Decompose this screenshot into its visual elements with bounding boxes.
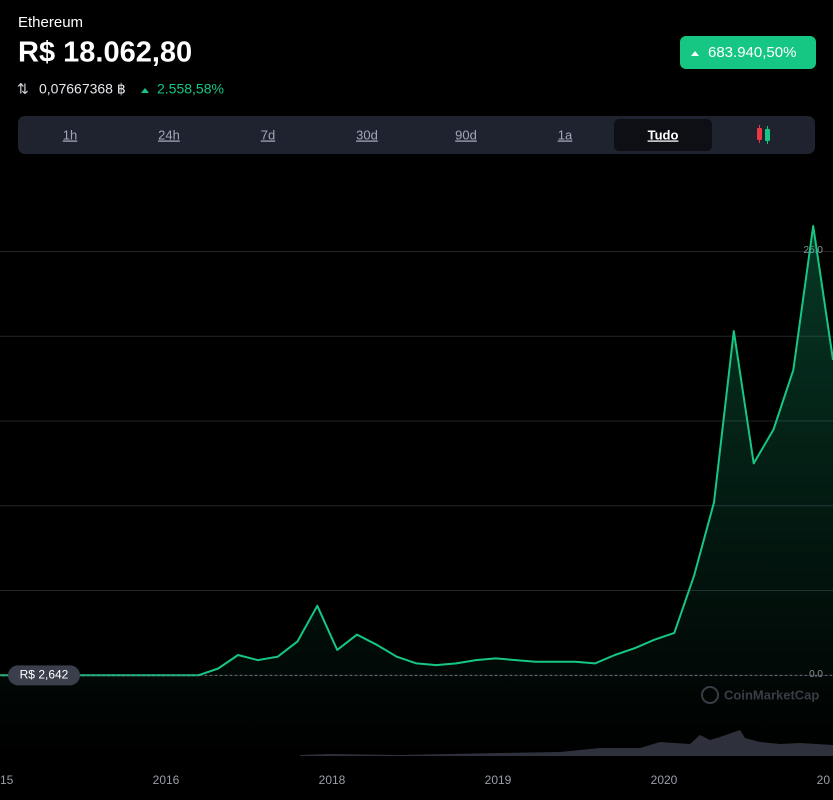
x-tick-label: 2018 (319, 773, 346, 787)
x-tick-label: 2020 (651, 773, 678, 787)
chart: 0.025.015201620182019202020R$ 2,642CoinM… (0, 225, 833, 787)
start-label: R$ 2,642 (20, 667, 69, 681)
tab[interactable]: 30d (356, 127, 378, 142)
price: R$ 18.062,80 (18, 37, 192, 69)
x-tick-label: 20 (817, 773, 831, 787)
tabs: 1h 24h 7d 30d 90d 1a Tudo (63, 119, 712, 151)
x-tick-label: 2016 (153, 773, 180, 787)
volume-area (300, 730, 833, 756)
tab[interactable]: 7d (261, 127, 275, 142)
watermark: CoinMarketCap (724, 687, 819, 702)
x-tick-label: 2019 (485, 773, 512, 787)
tab[interactable]: 1a (558, 127, 573, 142)
active-tab-bg[interactable] (614, 119, 712, 151)
chart-type-toggle[interactable] (757, 125, 770, 144)
coin-name: Ethereum (18, 14, 83, 31)
start-label-bg (8, 665, 80, 686)
btc-price: 0,07667368 ฿ (39, 81, 126, 97)
change-badge-text: 683.940,50% (708, 44, 796, 61)
line (0, 225, 833, 677)
up-arrow-icon (141, 88, 149, 93)
up-arrow-icon (691, 51, 699, 56)
tab[interactable]: 90d (455, 127, 477, 142)
swap-icon: ⇅ (17, 81, 29, 97)
watermark-logo (701, 686, 719, 704)
tab[interactable]: 24h (158, 127, 180, 142)
x-tick-label: 15 (0, 773, 14, 787)
tab[interactable]: Tudo (648, 127, 679, 142)
change-badge (680, 36, 816, 69)
btc-change: 2.558,58% (157, 81, 224, 97)
tab[interactable]: 1h (63, 127, 77, 142)
area (0, 226, 833, 755)
